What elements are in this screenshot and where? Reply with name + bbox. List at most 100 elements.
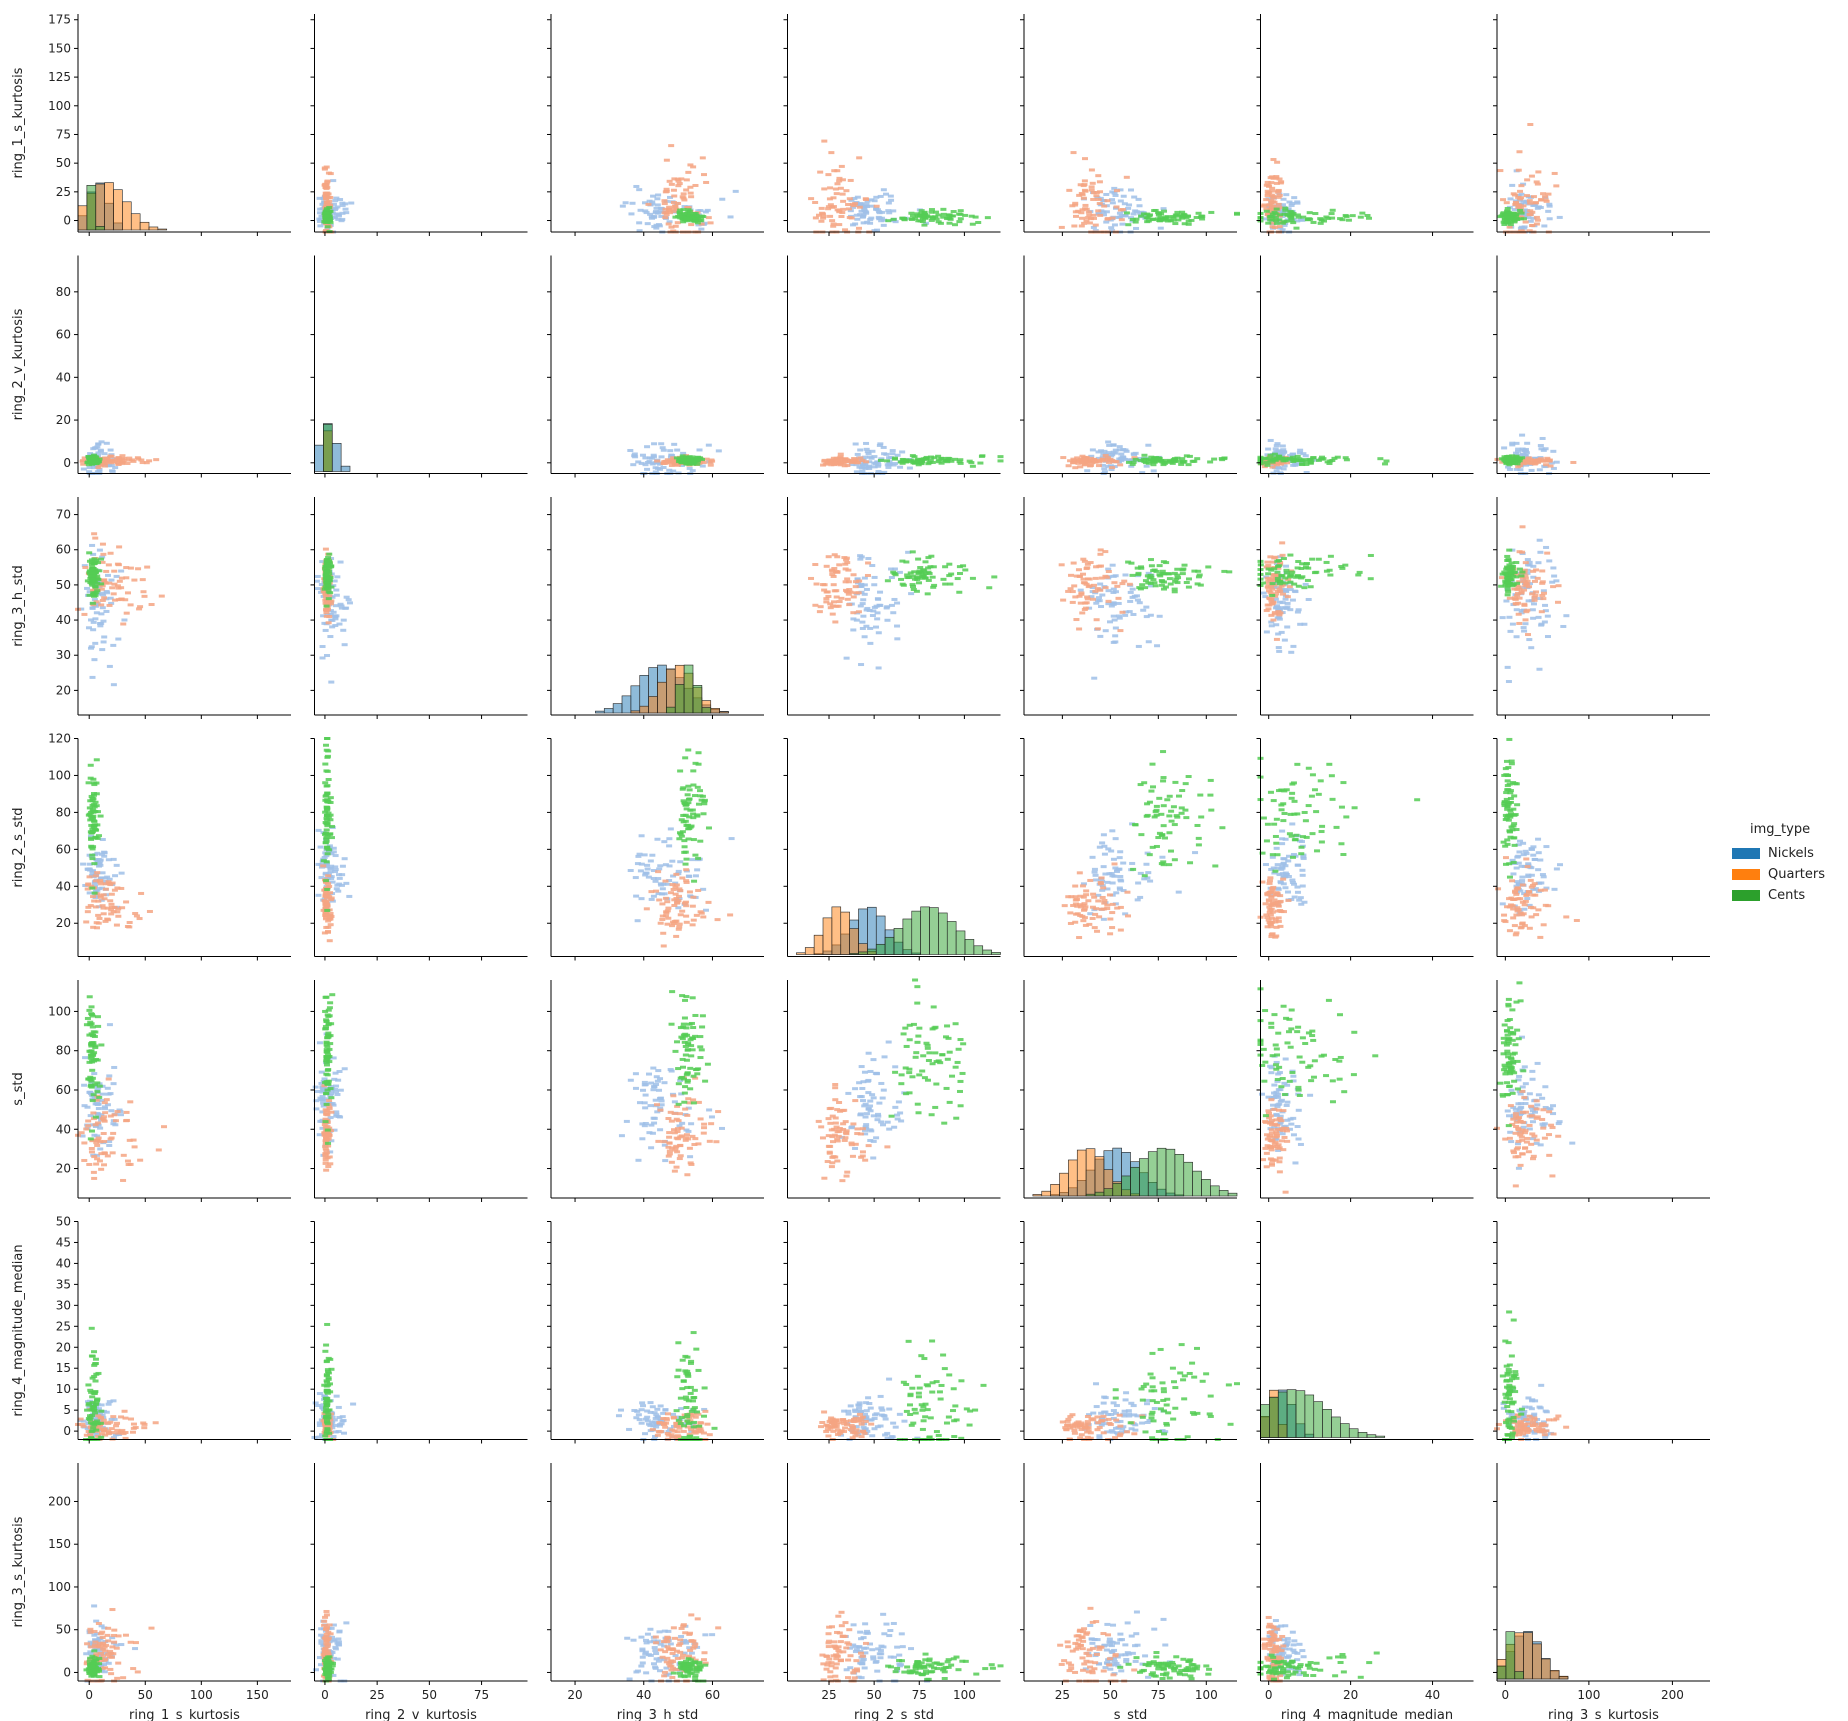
- bin-quarters: [1125, 914, 1132, 918]
- bin-cents: [91, 783, 98, 787]
- bin-quarters: [1093, 194, 1100, 198]
- bin-quarters: [836, 179, 843, 183]
- bin-cents: [691, 794, 698, 798]
- bin-nickels: [316, 217, 323, 221]
- bin-quarters: [80, 462, 87, 466]
- hist-bar-quarters: [139, 221, 150, 231]
- bin-quarters: [845, 203, 852, 207]
- bin-quarters: [826, 459, 833, 463]
- bin-cents: [940, 212, 947, 216]
- bin-cents: [1508, 458, 1515, 462]
- bin-quarters: [825, 594, 832, 598]
- bin-nickels: [858, 582, 865, 586]
- bin-quarters: [1082, 601, 1089, 605]
- bin-cents: [1195, 836, 1202, 840]
- bin-quarters: [1076, 871, 1083, 875]
- bin-cents: [1154, 457, 1161, 461]
- bin-quarters: [681, 198, 688, 202]
- bin-nickels: [1136, 457, 1143, 461]
- bin-cents: [1135, 573, 1142, 577]
- bin-cents: [91, 457, 98, 461]
- bin-cents: [1506, 563, 1513, 567]
- bin-cents: [324, 561, 331, 565]
- bin-nickels: [705, 443, 712, 447]
- bin-quarters: [831, 553, 838, 557]
- bin-nickels: [1526, 560, 1533, 564]
- bin-nickels: [332, 199, 339, 203]
- bin-nickels: [1108, 226, 1115, 230]
- bin-nickels: [1550, 566, 1557, 570]
- bin-nickels: [110, 643, 117, 647]
- bin-nickels: [1129, 861, 1136, 865]
- bin-quarters: [99, 560, 106, 564]
- bin-quarters: [1279, 553, 1286, 557]
- subplot-ring_1_s_kurtosis-vs-ring_3_h_std: [547, 14, 764, 236]
- bin-nickels: [1080, 882, 1087, 886]
- bin-cents: [1153, 569, 1160, 573]
- bin-quarters: [106, 603, 113, 607]
- bin-nickels: [1141, 877, 1148, 881]
- bin-cents: [327, 813, 334, 817]
- bin-quarters: [327, 195, 334, 199]
- bin-nickels: [1120, 194, 1127, 198]
- bin-cents: [1149, 217, 1156, 221]
- bin-cents: [1269, 460, 1276, 464]
- bin-quarters: [322, 906, 329, 910]
- bin-nickels: [1538, 622, 1545, 626]
- bin-cents: [1129, 217, 1136, 221]
- bin-nickels: [338, 219, 345, 223]
- bin-nickels: [88, 618, 95, 622]
- bin-cents: [1208, 210, 1215, 214]
- bin-cents: [98, 582, 105, 586]
- bin-quarters: [1087, 561, 1094, 565]
- bin-quarters: [845, 580, 852, 584]
- bin-cents: [915, 581, 922, 585]
- bin-quarters: [100, 912, 107, 916]
- bin-cents: [1303, 460, 1310, 464]
- bin-nickels: [622, 201, 629, 205]
- bin-quarters: [1095, 174, 1102, 178]
- bin-nickels: [90, 628, 97, 632]
- bin-cents: [329, 824, 336, 828]
- bin-quarters: [830, 196, 837, 200]
- bin-quarters: [844, 561, 851, 565]
- bin-nickels: [1135, 197, 1142, 201]
- bin-cents: [96, 569, 103, 573]
- bin-cents: [87, 576, 94, 580]
- bin-nickels: [850, 628, 857, 632]
- bin-quarters: [126, 920, 133, 924]
- bin-cents: [90, 792, 97, 796]
- bin-nickels: [1287, 608, 1294, 612]
- bin-nickels: [1281, 464, 1288, 468]
- bin-quarters: [322, 902, 329, 906]
- bin-cents: [918, 211, 925, 215]
- bin-nickels: [633, 184, 640, 188]
- bin-cents: [324, 737, 331, 740]
- bin-nickels: [1544, 635, 1551, 639]
- bin-quarters: [842, 457, 849, 461]
- bin-nickels: [1119, 457, 1126, 461]
- bin-cents: [323, 748, 330, 752]
- bin-nickels: [874, 617, 881, 621]
- bin-nickels: [1276, 617, 1283, 621]
- hist-bar-cents: [946, 921, 957, 955]
- bin-nickels: [1541, 224, 1548, 228]
- bin-quarters: [1080, 184, 1087, 188]
- bin-cents: [1510, 571, 1517, 575]
- bin-quarters: [1098, 876, 1105, 880]
- bin-quarters: [662, 207, 669, 211]
- bin-nickels: [1117, 874, 1124, 878]
- y-tick-label: 25: [56, 185, 71, 199]
- bin-quarters: [1060, 456, 1067, 460]
- bin-quarters: [1083, 207, 1090, 211]
- bin-cents: [323, 581, 330, 585]
- bin-cents: [957, 571, 964, 575]
- bin-nickels: [101, 635, 108, 639]
- bin-cents: [1271, 457, 1278, 461]
- y-tick-label: 100: [48, 99, 71, 113]
- bin-cents: [1136, 586, 1143, 590]
- bin-quarters: [673, 934, 680, 938]
- bin-quarters: [1284, 461, 1291, 465]
- bin-nickels: [1524, 441, 1531, 445]
- bin-nickels: [322, 628, 329, 632]
